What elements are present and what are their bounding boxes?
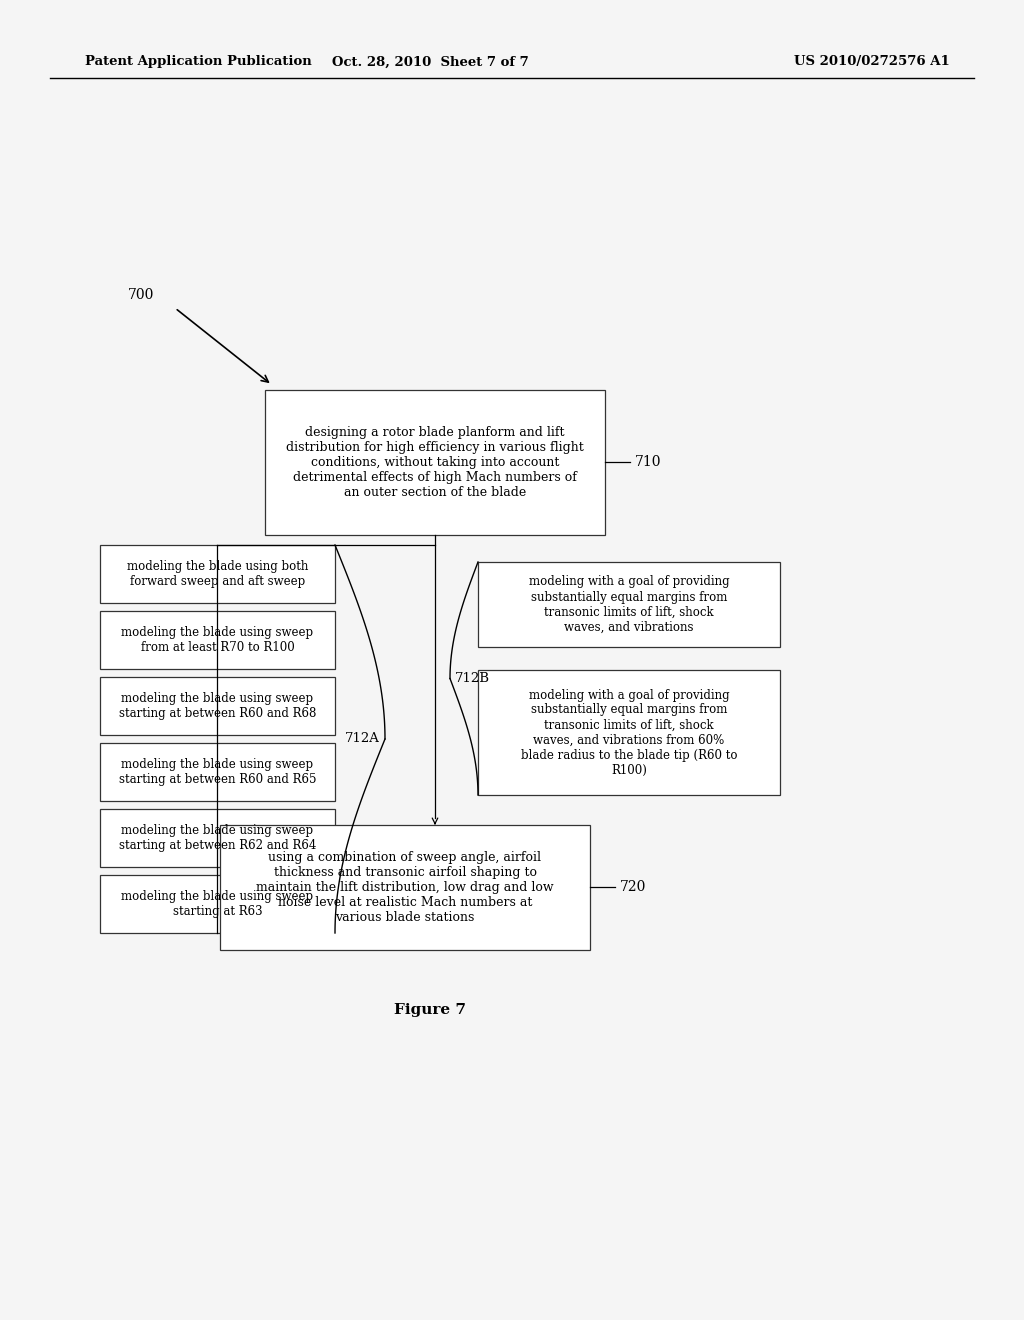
- FancyBboxPatch shape: [265, 389, 605, 535]
- Text: 720: 720: [620, 880, 646, 894]
- Text: modeling the blade using sweep
starting at R63: modeling the blade using sweep starting …: [122, 890, 313, 917]
- Text: 710: 710: [635, 455, 662, 469]
- Text: using a combination of sweep angle, airfoil
thickness and transonic airfoil shap: using a combination of sweep angle, airf…: [256, 851, 554, 924]
- Text: modeling the blade using both
forward sweep and aft sweep: modeling the blade using both forward sw…: [127, 560, 308, 587]
- FancyBboxPatch shape: [100, 677, 335, 735]
- FancyBboxPatch shape: [100, 743, 335, 801]
- Text: modeling the blade using sweep
starting at between R60 and R68: modeling the blade using sweep starting …: [119, 692, 316, 719]
- Text: modeling the blade using sweep
starting at between R62 and R64: modeling the blade using sweep starting …: [119, 824, 316, 851]
- FancyBboxPatch shape: [100, 545, 335, 603]
- Text: Figure 7: Figure 7: [394, 1003, 466, 1016]
- Text: Patent Application Publication: Patent Application Publication: [85, 55, 311, 69]
- FancyBboxPatch shape: [100, 875, 335, 933]
- FancyBboxPatch shape: [100, 809, 335, 867]
- Text: Oct. 28, 2010  Sheet 7 of 7: Oct. 28, 2010 Sheet 7 of 7: [332, 55, 528, 69]
- Text: modeling the blade using sweep
starting at between R60 and R65: modeling the blade using sweep starting …: [119, 758, 316, 785]
- Text: US 2010/0272576 A1: US 2010/0272576 A1: [795, 55, 950, 69]
- FancyBboxPatch shape: [100, 611, 335, 669]
- FancyBboxPatch shape: [220, 825, 590, 950]
- Text: 712B: 712B: [455, 672, 490, 685]
- Text: 712A: 712A: [345, 733, 380, 746]
- Text: modeling with a goal of providing
substantially equal margins from
transonic lim: modeling with a goal of providing substa…: [521, 689, 737, 776]
- Text: modeling with a goal of providing
substantially equal margins from
transonic lim: modeling with a goal of providing substa…: [528, 576, 729, 634]
- FancyBboxPatch shape: [478, 671, 780, 795]
- FancyBboxPatch shape: [478, 562, 780, 647]
- Text: modeling the blade using sweep
from at least R70 to R100: modeling the blade using sweep from at l…: [122, 626, 313, 653]
- Text: 700: 700: [128, 288, 155, 302]
- Text: designing a rotor blade planform and lift
distribution for high efficiency in va: designing a rotor blade planform and lif…: [286, 426, 584, 499]
